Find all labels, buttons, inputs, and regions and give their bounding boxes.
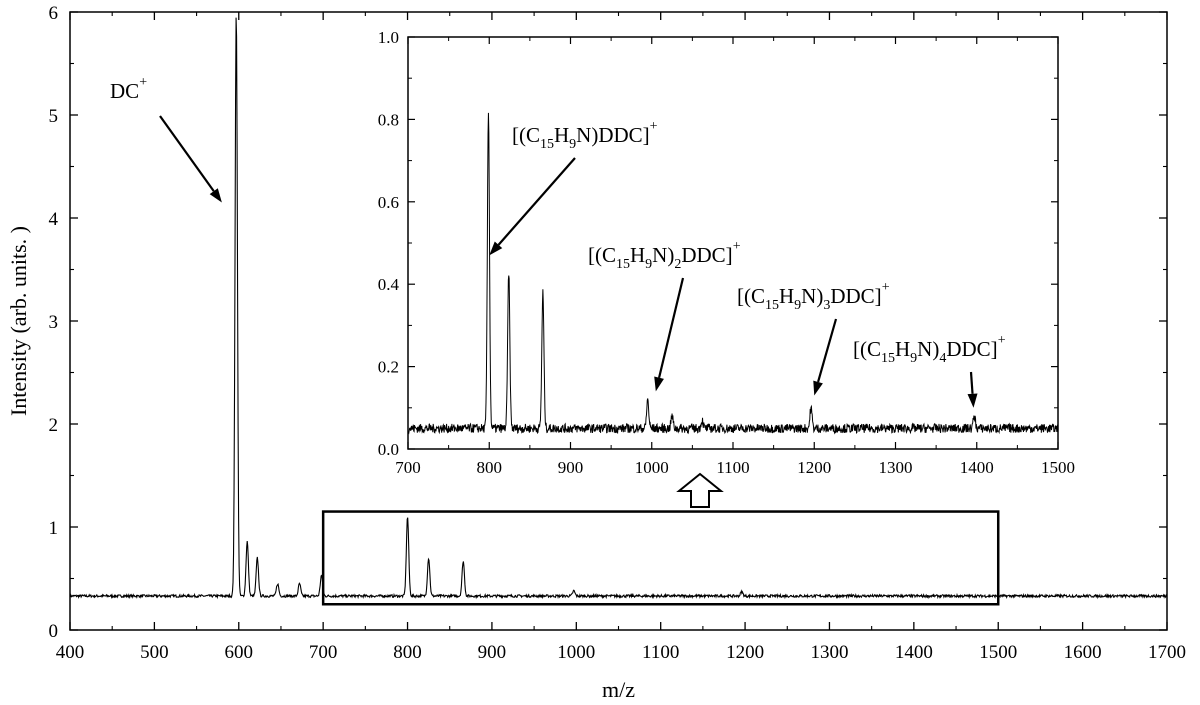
inset-x-tick-label: 800 bbox=[477, 458, 503, 477]
ion-label-subscript: 9 bbox=[645, 257, 652, 272]
inset-y-tick-label: 1.0 bbox=[378, 28, 399, 47]
ion-label-superscript: + bbox=[733, 239, 741, 254]
ion-label-part: N) bbox=[917, 337, 939, 361]
ion-label-part: [(C bbox=[588, 243, 616, 267]
inset-x-tick-label: 1200 bbox=[797, 458, 831, 477]
main-y-axis: 0 1 2 3 4 5 6 bbox=[49, 3, 1167, 642]
inset-ion-label: [(C15H9N)2DDC]+ bbox=[588, 239, 741, 272]
ion-label-part: [(C bbox=[737, 284, 765, 308]
inset-annotations: [(C15H9N)DDC]+[(C15H9N)2DDC]+[(C15H9N)3D… bbox=[489, 119, 1006, 408]
x-tick-label: 800 bbox=[393, 642, 422, 663]
x-axis-label: m/z bbox=[602, 677, 635, 702]
ion-label-subscript: 4 bbox=[939, 351, 946, 366]
inset-ion-arrow bbox=[654, 277, 685, 392]
ion-label-subscript: 9 bbox=[910, 351, 917, 366]
inset-x-axis: 700 800 900 1000 1100 1200 1300 1400 1500 bbox=[395, 37, 1075, 477]
main-chart: 400 500 600 700 800 900 1000 1100 1200 1300 1400 15… bbox=[6, 3, 1186, 702]
inset-y-tick-label: 0.0 bbox=[378, 440, 399, 459]
ion-label-subscript: 3 bbox=[823, 298, 830, 313]
main-annotations: DC+ bbox=[110, 75, 222, 203]
ion-label-subscript: 2 bbox=[674, 257, 681, 272]
x-tick-label: 600 bbox=[225, 642, 254, 663]
ion-label-part: N)DDC] bbox=[576, 123, 650, 147]
ion-label-subscript: 15 bbox=[616, 257, 630, 272]
ion-label-subscript: 9 bbox=[569, 137, 576, 152]
inset-ion-label: [(C15H9N)DDC]+ bbox=[512, 119, 658, 152]
inset-ion-label: [(C15H9N)4DDC]+ bbox=[853, 333, 1006, 366]
inset-y-tick-label: 0.8 bbox=[378, 110, 399, 129]
inset-ion-label: [(C15H9N)3DDC]+ bbox=[737, 280, 890, 313]
y-axis-label: Intensity (arb. units. ) bbox=[6, 226, 31, 416]
x-tick-label: 1600 bbox=[1064, 642, 1102, 663]
ion-label-part: H bbox=[554, 123, 569, 147]
inset-x-tick-label: 1000 bbox=[635, 458, 669, 477]
highlight-box-rect bbox=[321, 510, 1000, 606]
x-tick-label: 400 bbox=[56, 642, 85, 663]
ion-label-superscript: + bbox=[650, 119, 658, 134]
x-tick-label: 1700 bbox=[1148, 642, 1186, 663]
x-tick-label: 1000 bbox=[557, 642, 595, 663]
inset-ion-arrow bbox=[489, 157, 576, 256]
main-highlight-box bbox=[321, 510, 1000, 606]
ion-label-superscript: + bbox=[882, 280, 890, 295]
ion-label-part: H bbox=[895, 337, 910, 361]
ion-label-part: N) bbox=[652, 243, 674, 267]
dc-ion-label: DC+ bbox=[110, 75, 147, 103]
zoom-arrow-icon bbox=[676, 472, 724, 508]
ion-label-subscript: 15 bbox=[540, 137, 554, 152]
inset-ion-arrow bbox=[813, 318, 838, 396]
ion-label-part: H bbox=[779, 284, 794, 308]
inset-ion-arrow bbox=[967, 371, 978, 408]
ion-label-part: DDC] bbox=[681, 243, 732, 267]
inset-y-tick-label: 0.6 bbox=[378, 193, 399, 212]
inset-spectrum-series bbox=[407, 112, 1059, 435]
inset-y-tick-label: 0.2 bbox=[378, 358, 399, 377]
x-tick-label: 1400 bbox=[895, 642, 933, 663]
x-tick-label: 1300 bbox=[810, 642, 848, 663]
ion-label-part: H bbox=[630, 243, 645, 267]
inset-x-tick-label: 1300 bbox=[879, 458, 913, 477]
x-tick-label: 1100 bbox=[642, 642, 679, 663]
dc-ion-arrow bbox=[159, 115, 222, 203]
ion-label-part: DDC] bbox=[946, 337, 997, 361]
inset-x-tick-label: 900 bbox=[558, 458, 584, 477]
ion-label-subscript: 15 bbox=[881, 351, 895, 366]
x-tick-label: 900 bbox=[478, 642, 507, 663]
inset-x-tick-label: 1400 bbox=[960, 458, 994, 477]
ion-label-subscript: 15 bbox=[765, 298, 779, 313]
main-x-axis: 400 500 600 700 800 900 1000 1100 1200 1300 1400 15… bbox=[56, 12, 1186, 663]
y-tick-label: 1 bbox=[49, 518, 59, 539]
x-tick-label: 700 bbox=[309, 642, 338, 663]
y-tick-label: 3 bbox=[49, 312, 59, 333]
x-tick-label: 1500 bbox=[979, 642, 1017, 663]
y-tick-label: 0 bbox=[49, 621, 59, 642]
inset-background bbox=[408, 37, 1058, 449]
inset-y-tick-label: 0.4 bbox=[378, 275, 400, 294]
ion-label-subscript: 9 bbox=[794, 298, 801, 313]
inset-spectrum-line bbox=[407, 112, 1059, 435]
main-spectrum-line bbox=[69, 17, 1168, 600]
ion-label-part: N) bbox=[801, 284, 823, 308]
inset-chart: 700 800 900 1000 1100 1200 1300 1400 1500 0.0 0.2… bbox=[378, 28, 1075, 477]
x-tick-label: 1200 bbox=[726, 642, 764, 663]
y-tick-label: 6 bbox=[49, 3, 59, 24]
inset-x-tick-label: 700 bbox=[395, 458, 421, 477]
inset-x-tick-label: 1500 bbox=[1041, 458, 1075, 477]
ion-label-part: DDC] bbox=[830, 284, 881, 308]
y-tick-label: 5 bbox=[49, 106, 59, 127]
main-spectrum-series bbox=[69, 17, 1168, 600]
y-tick-label: 2 bbox=[49, 415, 59, 436]
ion-label-part: [(C bbox=[512, 123, 540, 147]
ion-label-superscript: + bbox=[998, 333, 1006, 348]
x-tick-label: 500 bbox=[140, 642, 169, 663]
dc-ion-label-sup: + bbox=[139, 75, 147, 90]
ion-label-part: [(C bbox=[853, 337, 881, 361]
inset-x-tick-label: 1100 bbox=[716, 458, 749, 477]
y-tick-label: 4 bbox=[49, 209, 59, 230]
inset-y-axis: 0.0 0.2 0.4 0.6 0.8 1.0 bbox=[378, 28, 1058, 459]
